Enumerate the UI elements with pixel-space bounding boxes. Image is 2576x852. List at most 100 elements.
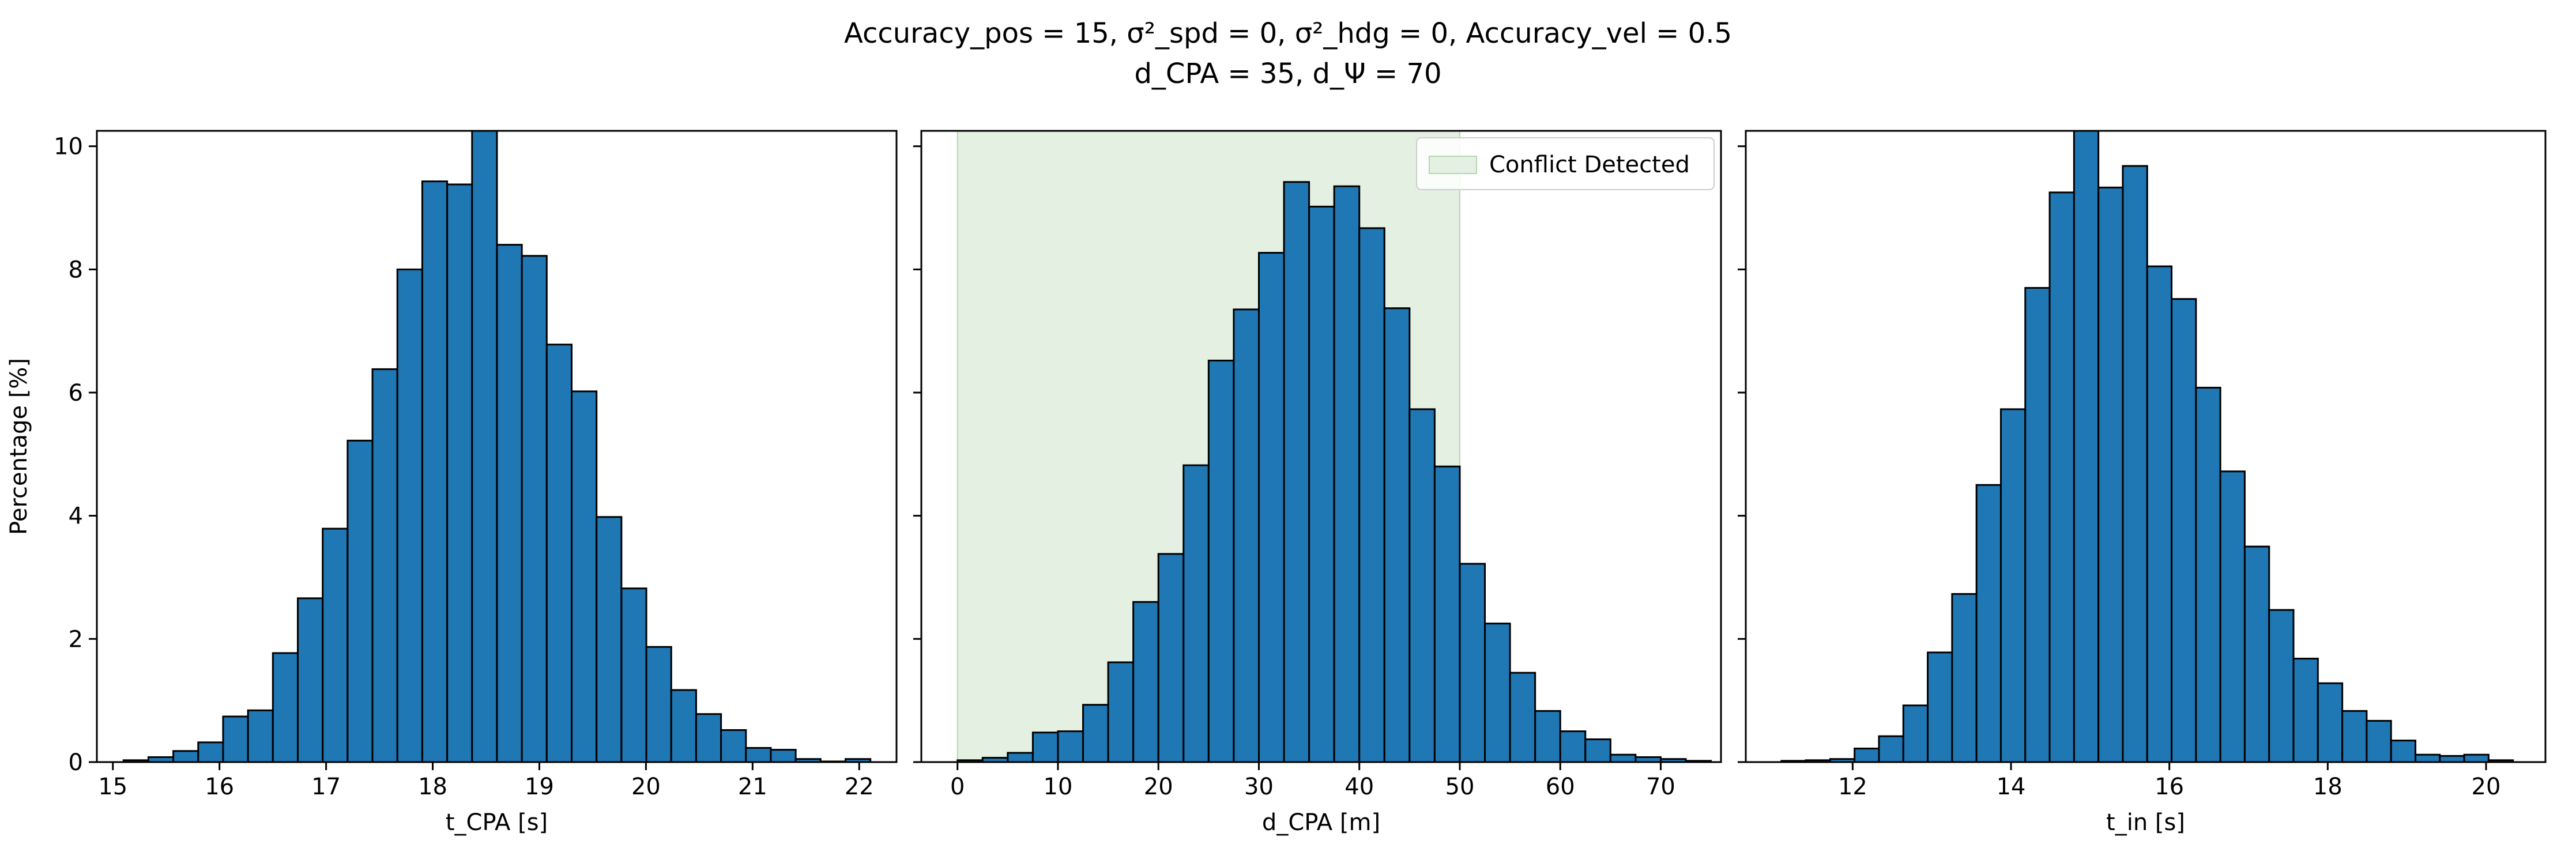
histogram-bar bbox=[2341, 710, 2368, 762]
x-tick-label: 16 bbox=[2155, 774, 2184, 800]
axes-frame bbox=[920, 130, 1722, 763]
histogram-bar bbox=[1383, 307, 1411, 762]
histogram-bar bbox=[272, 652, 299, 762]
histogram-bar bbox=[2073, 131, 2100, 762]
histogram-bar bbox=[2024, 286, 2051, 762]
histogram-bar bbox=[2390, 740, 2417, 762]
histogram-bar bbox=[1559, 730, 1587, 762]
histogram-bar bbox=[2097, 186, 2124, 762]
histogram-bar bbox=[322, 527, 349, 762]
histogram-bar bbox=[1283, 181, 1310, 762]
histogram-bar bbox=[421, 180, 449, 762]
x-tick-label: 22 bbox=[845, 774, 874, 800]
histogram-bar bbox=[521, 255, 548, 762]
histogram-bar bbox=[1082, 704, 1109, 762]
histogram-bar bbox=[2487, 759, 2514, 762]
plot-area bbox=[1780, 131, 2514, 762]
x-tick-label: 20 bbox=[631, 774, 661, 800]
histogram-bar bbox=[222, 715, 249, 762]
histogram-bar bbox=[2268, 609, 2295, 762]
histogram-bar bbox=[1107, 661, 1135, 762]
histogram-bar bbox=[396, 268, 423, 762]
figure-title-line2: d_CPA = 35, d_Ψ = 70 bbox=[1134, 58, 1441, 90]
x-axis-label: t_in [s] bbox=[2106, 809, 2185, 836]
histogram-bar bbox=[1157, 553, 1185, 762]
histogram-bar bbox=[596, 516, 623, 762]
y-axis-label: Percentage [%] bbox=[6, 358, 32, 535]
legend-swatch bbox=[1429, 156, 1477, 174]
histogram-bar bbox=[1999, 408, 2027, 762]
y-tick-label: 6 bbox=[69, 380, 83, 406]
histogram-bar bbox=[297, 597, 324, 762]
histogram-bar bbox=[645, 646, 672, 762]
x-tick-label: 0 bbox=[950, 774, 965, 800]
axes-frame bbox=[96, 130, 898, 763]
axes-frame bbox=[1745, 130, 2547, 763]
histogram-bar bbox=[1534, 710, 1561, 762]
histogram-bar bbox=[2048, 191, 2075, 762]
y-tick-label: 0 bbox=[69, 749, 83, 776]
histogram-bar bbox=[720, 729, 747, 762]
x-tick-label: 17 bbox=[311, 774, 341, 800]
panel-dcpa: 0 10 20 30 40 50 60 70 d_CPA [m] Conflict Detecte… bbox=[913, 130, 1722, 836]
histogram-bar bbox=[2195, 386, 2221, 762]
histogram-bar bbox=[471, 131, 498, 762]
histogram-bar bbox=[1007, 752, 1034, 762]
histogram-bar bbox=[845, 758, 872, 762]
histogram-bar bbox=[745, 747, 772, 762]
x-tick-label: 10 bbox=[1044, 774, 1073, 800]
histogram-panels: 15 16 17 18 19 20 21 22 0 2 4 6 8 10 t_CPA [s] Percenta… bbox=[6, 130, 2547, 836]
histogram-bar bbox=[620, 587, 647, 762]
histogram-bar bbox=[2463, 753, 2490, 762]
x-tick-label: 19 bbox=[525, 774, 554, 800]
histogram-bar bbox=[2415, 753, 2441, 762]
histogram-bar bbox=[1408, 408, 1436, 762]
histogram-bar bbox=[496, 244, 523, 762]
histogram-bar bbox=[2122, 165, 2148, 762]
histogram-bar bbox=[1433, 465, 1461, 762]
histogram-bar bbox=[1854, 747, 1880, 762]
x-tick-label: 14 bbox=[1997, 774, 2026, 800]
y-tick-label: 10 bbox=[54, 134, 83, 160]
histogram-bar bbox=[2366, 719, 2392, 762]
histogram-bar bbox=[446, 183, 473, 762]
histogram-bar bbox=[2243, 545, 2270, 762]
figure-title-line1: Accuracy_pos = 15, σ²_spd = 0, σ²_hdg = … bbox=[844, 17, 1732, 50]
plot-area bbox=[956, 131, 1712, 762]
histogram-bar bbox=[2439, 755, 2465, 762]
histogram-bar bbox=[1951, 593, 1978, 762]
legend: Conflict Detected bbox=[1416, 137, 1715, 190]
histogram-bar bbox=[770, 749, 797, 762]
histogram-bar bbox=[695, 713, 722, 762]
histogram-bar bbox=[1031, 732, 1059, 762]
histogram-bar bbox=[2219, 470, 2246, 762]
histogram-bar bbox=[1057, 730, 1084, 762]
legend-entry: Conflict Detected bbox=[1489, 152, 1690, 178]
x-tick-label: 20 bbox=[2472, 774, 2501, 800]
histogram-bar bbox=[247, 709, 274, 762]
histogram-bar bbox=[1459, 563, 1486, 762]
x-tick-label: 18 bbox=[418, 774, 447, 800]
histogram-bar bbox=[2317, 682, 2344, 762]
panel-tin: 12 14 16 18 20 t_in [s] bbox=[1738, 130, 2547, 836]
histogram-bar bbox=[1878, 735, 1904, 762]
x-tick-label: 50 bbox=[1445, 774, 1475, 800]
histogram-bar bbox=[1257, 252, 1285, 762]
histogram-bar bbox=[1509, 672, 1536, 762]
histogram-bar bbox=[1233, 308, 1260, 762]
x-tick-label: 21 bbox=[738, 774, 767, 800]
x-tick-label: 70 bbox=[1646, 774, 1675, 800]
histogram-bar bbox=[1182, 464, 1210, 762]
x-tick-label: 60 bbox=[1546, 774, 1575, 800]
x-axis-label: t_CPA [s] bbox=[446, 809, 548, 836]
histogram-bar bbox=[1358, 227, 1385, 762]
histogram-bar bbox=[1333, 185, 1361, 762]
histogram-bar bbox=[2292, 658, 2319, 762]
histogram-bar bbox=[1132, 601, 1159, 762]
legend-box bbox=[1416, 137, 1715, 190]
y-tick-label: 4 bbox=[69, 503, 83, 530]
x-tick-label: 40 bbox=[1345, 774, 1374, 800]
histogram-bar bbox=[1609, 753, 1637, 762]
histogram-bar bbox=[670, 689, 697, 762]
